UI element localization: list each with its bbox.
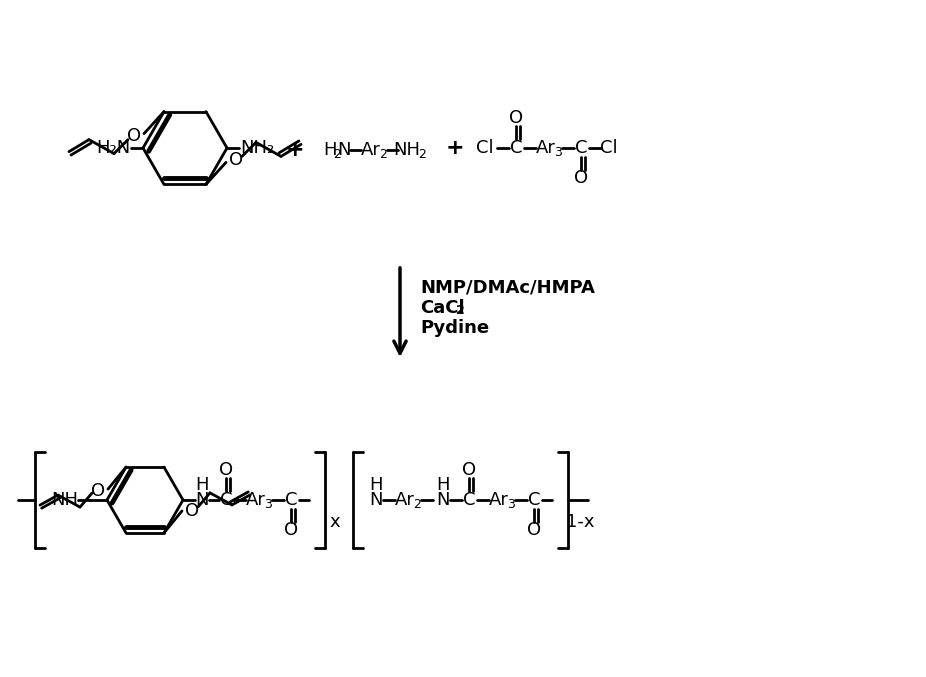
Text: C: C — [463, 491, 475, 509]
Text: 2: 2 — [413, 498, 421, 510]
Text: H: H — [436, 476, 450, 494]
Text: N: N — [337, 141, 351, 159]
Text: Ar: Ar — [395, 491, 415, 509]
Text: Cl: Cl — [476, 139, 494, 157]
Text: C: C — [509, 139, 522, 157]
Text: Pydine: Pydine — [420, 319, 489, 337]
Text: Ar: Ar — [361, 141, 381, 159]
Text: N: N — [369, 491, 382, 509]
Text: 3: 3 — [507, 498, 515, 510]
Text: O: O — [229, 152, 243, 169]
Text: O: O — [91, 482, 105, 500]
Text: Ar: Ar — [246, 491, 266, 509]
Text: 2: 2 — [418, 148, 426, 160]
Text: O: O — [509, 109, 523, 127]
Text: O: O — [574, 169, 588, 187]
Text: H: H — [369, 476, 382, 494]
Text: x: x — [330, 513, 341, 531]
Text: 1-x: 1-x — [566, 513, 594, 531]
Text: H: H — [195, 476, 208, 494]
Text: O: O — [219, 461, 233, 479]
Text: C: C — [219, 491, 232, 509]
Text: NH: NH — [394, 141, 420, 159]
Text: O: O — [185, 502, 199, 520]
Text: C: C — [528, 491, 540, 509]
Text: O: O — [462, 461, 476, 479]
Text: NH₂: NH₂ — [240, 139, 274, 157]
Text: H₂N: H₂N — [96, 139, 131, 157]
Text: O: O — [527, 521, 541, 539]
Text: 3: 3 — [554, 146, 562, 158]
Text: C: C — [285, 491, 297, 509]
Text: 2: 2 — [333, 148, 341, 160]
Text: NH: NH — [52, 491, 79, 509]
Text: 3: 3 — [264, 498, 272, 510]
Text: 2: 2 — [379, 148, 387, 160]
Text: Ar: Ar — [489, 491, 509, 509]
Text: N: N — [436, 491, 450, 509]
Text: Cl: Cl — [600, 139, 618, 157]
Text: +: + — [286, 140, 305, 160]
Text: H: H — [323, 141, 337, 159]
Text: 2: 2 — [456, 305, 465, 318]
Text: C: C — [575, 139, 587, 157]
Text: N: N — [195, 491, 208, 509]
Text: +: + — [445, 138, 464, 158]
Text: CaCl: CaCl — [420, 299, 465, 317]
Text: O: O — [127, 127, 141, 145]
Text: Ar: Ar — [536, 139, 556, 157]
Text: O: O — [284, 521, 298, 539]
Text: NMP/DMAc/HMPA: NMP/DMAc/HMPA — [420, 279, 594, 297]
